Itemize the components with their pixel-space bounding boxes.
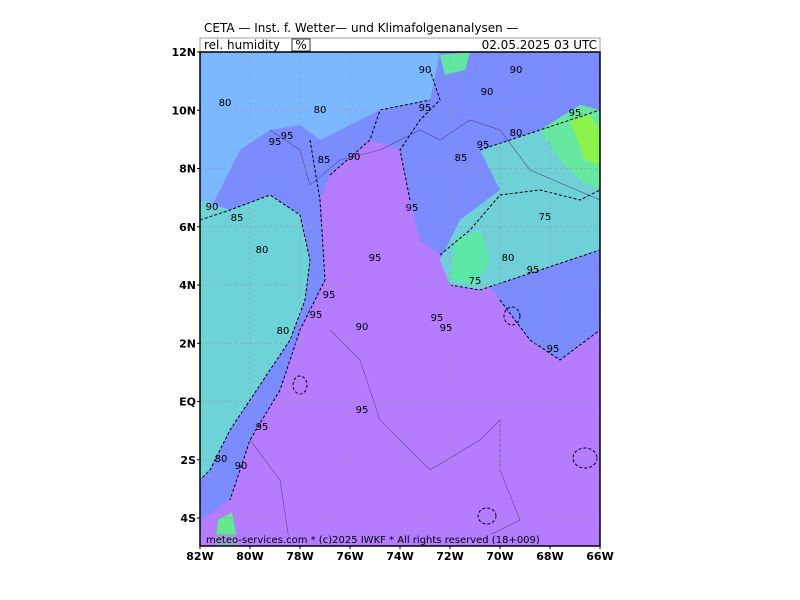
contour [503, 306, 521, 326]
border [249, 439, 291, 546]
unit-box [291, 38, 311, 52]
contour [572, 447, 598, 469]
contour-label: 90 [235, 461, 248, 472]
title: CETA — Inst. f. Wetter— und Klimafolgena… [204, 21, 519, 35]
humidity-60 [570, 115, 600, 165]
contour [200, 194, 311, 481]
unit: % [295, 38, 306, 52]
contour-label: 95 [269, 137, 282, 148]
contour-label: 95 [310, 310, 323, 321]
contour-label: 85 [318, 155, 331, 166]
contour [477, 507, 497, 525]
lat-tick-label: 4S [180, 512, 196, 525]
contour-label: 95 [440, 323, 453, 334]
contour-label: 80 [510, 128, 523, 139]
contour-label: 80 [215, 454, 228, 465]
contour-label: 80 [314, 105, 327, 116]
contour-label: 80 [256, 245, 269, 256]
lat-tick-label: 2S [180, 454, 196, 467]
contour-label: 95 [256, 422, 269, 433]
lon-tick-label: 76W [336, 550, 363, 563]
contour [499, 299, 600, 361]
contour-label: 85 [231, 213, 244, 224]
contour-label: 95 [281, 131, 294, 142]
lon-tick-label: 72W [436, 550, 463, 563]
lat-tick-label: 4N [179, 279, 196, 292]
contour-label: 90 [419, 65, 432, 76]
lat-tick-label: 10N [171, 104, 196, 117]
footer: meteo-services.com * (c)2025 IWKF * All … [206, 535, 540, 546]
contour-label: 95 [356, 405, 369, 416]
contour-label: 75 [539, 212, 552, 223]
contour [439, 189, 600, 256]
humidity-80-cyan [200, 195, 310, 480]
lat-tick-label: EQ [179, 396, 196, 409]
footer-bg [201, 534, 599, 545]
contour-label: 95 [323, 290, 336, 301]
lat-tick-label: 8N [179, 163, 196, 176]
variable: rel. humidity [204, 38, 280, 52]
contour [229, 139, 326, 501]
contour-label: 95 [569, 108, 582, 119]
lon-tick-label: 78W [286, 550, 313, 563]
lat-tick-label: 2N [179, 337, 196, 350]
humidity-80 [200, 52, 440, 220]
lon-tick-label: 70W [486, 550, 513, 563]
date: 02.05.2025 03 UTC [482, 38, 597, 52]
contour-label: 75 [469, 276, 482, 287]
contour-label: 95 [419, 103, 432, 114]
border [329, 329, 521, 541]
contour-label: 95 [527, 265, 540, 276]
contour-label: 80 [502, 253, 515, 264]
contour-label: 90 [356, 322, 369, 333]
humidity-70c [440, 52, 470, 75]
contour-label: 85 [455, 153, 468, 164]
contour-label: 95 [547, 344, 560, 355]
contour-label: 95 [369, 253, 382, 264]
contour [399, 69, 441, 201]
contour-label: 80 [277, 326, 290, 337]
contour-label: 90 [206, 202, 219, 213]
contour-label: 80 [219, 98, 232, 109]
contour-label: 90 [348, 152, 361, 163]
border [269, 119, 600, 201]
lat-tick-label: 12N [171, 46, 196, 59]
contour-label: 90 [481, 87, 494, 98]
contour [449, 249, 600, 291]
lon-tick-label: 74W [386, 550, 413, 563]
lon-tick-label: 66W [586, 550, 613, 563]
contour-label: 95 [406, 203, 419, 214]
lon-tick-label: 80W [236, 550, 263, 563]
contour-label: 95 [477, 140, 490, 151]
contour-label: 90 [510, 65, 523, 76]
humidity-70b [450, 230, 490, 285]
lon-tick-label: 82W [186, 550, 213, 563]
lon-tick-label: 68W [536, 550, 563, 563]
lat-tick-label: 6N [179, 221, 196, 234]
contour-label: 95 [431, 313, 444, 324]
